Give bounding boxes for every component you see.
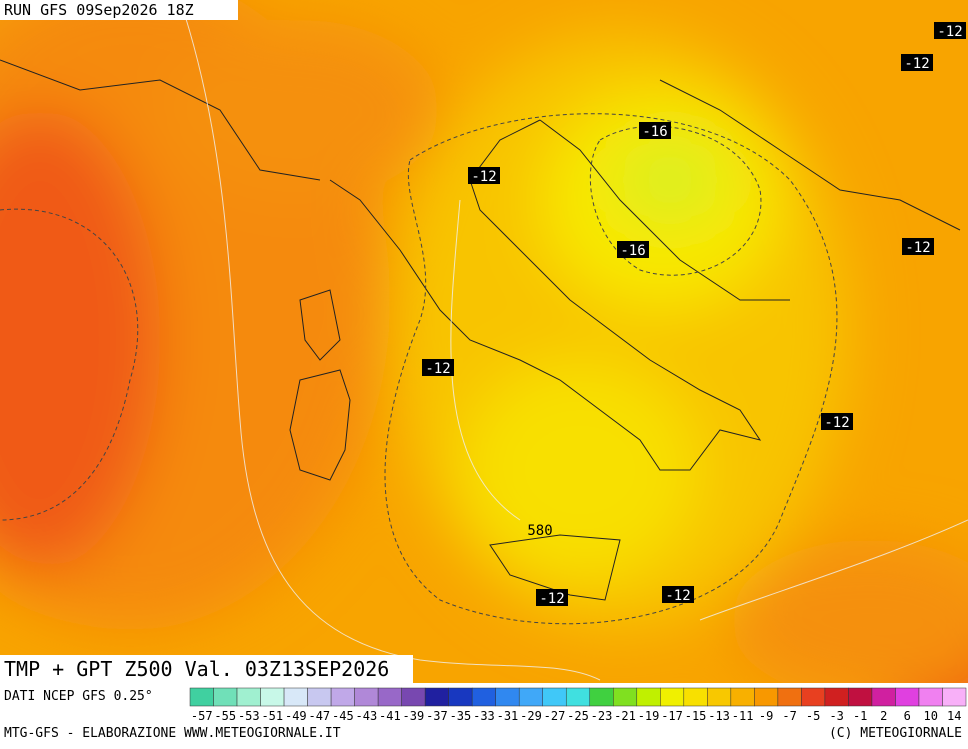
legend-label: -11 [732,709,754,723]
legend-swatch [542,687,567,707]
legend-swatch [730,687,755,707]
legend-label: -13 [708,709,730,723]
legend-label: -17 [661,709,683,723]
legend-label: 14 [947,709,961,723]
contour-label-box [617,241,649,258]
contour-label: -12 [425,361,450,377]
contour-label: -12 [824,415,849,431]
legend-label: -43 [356,709,378,723]
contour-label-box [639,122,671,139]
legend-swatch [683,687,708,707]
legend-swatch [307,687,332,707]
legend-label: 2 [880,709,887,723]
contour-label-box [821,413,853,430]
legend-swatch [636,687,661,707]
legend-label: -55 [214,709,236,723]
legend-label: -35 [450,709,472,723]
legend-label: -1 [853,709,867,723]
legend-label: -9 [759,709,773,723]
legend-swatch [283,687,308,707]
map-title: TMP + GPT Z500 Val. 03Z13SEP2026 [4,657,389,681]
legend-swatch [424,687,449,707]
contour-label: -12 [937,24,962,40]
legend-label: -33 [473,709,495,723]
footer-left: MTG-GFS - ELABORAZIONE WWW.METEOGIORNALE… [4,726,341,741]
legend-swatch [260,687,285,707]
contour-label: -12 [539,591,564,607]
legend-swatch [518,687,543,707]
run-box [0,0,238,20]
legend-label: -5 [806,709,820,723]
legend-label: -57 [191,709,213,723]
legend-label: -45 [332,709,354,723]
legend-swatch [918,687,943,707]
contour-label: -12 [665,588,690,604]
legend-swatch [401,687,426,707]
legend-label: 10 [924,709,938,723]
legend-swatch [495,687,520,707]
legend-swatch [589,687,614,707]
legend-label: -23 [591,709,613,723]
contour-label-box [934,22,966,39]
legend-label: -31 [497,709,519,723]
legend-label: 6 [904,709,911,723]
contour-label: -16 [642,124,667,140]
legend-swatch [660,687,685,707]
legend-swatch [871,687,896,707]
contour-label-box [536,589,568,606]
contour-label-box [662,586,694,603]
run-label: RUN GFS 09Sep2026 18Z [4,1,194,19]
legend-swatch [189,687,214,707]
title-box [0,655,413,684]
legend-swatch [354,687,379,707]
footer-right: (C) METEOGIORNALE [829,726,962,741]
legend-swatch [236,687,261,707]
legend-label: -37 [426,709,448,723]
legend-swatch [448,687,473,707]
contour-label: -12 [904,56,929,72]
legend-label: -53 [238,709,260,723]
legend-swatch [942,687,967,707]
source-label: DATI NCEP GFS 0.25° [4,689,153,704]
legend-label: -27 [544,709,566,723]
legend: -57 -55 -53 -51 -49 -47 -45 -43 -41 -39 -37 -35 -33-… [189,687,967,723]
legend-label: -41 [379,709,401,723]
contour-label: -16 [620,243,645,259]
legend-swatch [330,687,355,707]
legend-swatch [707,687,732,707]
legend-label: -19 [638,709,660,723]
legend-swatch [824,687,849,707]
legend-label: -15 [685,709,707,723]
legend-label: -47 [308,709,330,723]
contour-label: 580 [527,523,552,539]
legend-swatch [613,687,638,707]
legend-label: -7 [782,709,796,723]
legend-label: -49 [285,709,307,723]
contour-labels: -12 -12 -12 -12 -12 -12 -12 -12 -16 -16 580 [422,22,966,607]
legend-swatch [377,687,402,707]
contour-label-box [422,359,454,376]
legend-swatch [848,687,873,707]
legend-label: -21 [614,709,636,723]
contour-label-box [902,238,934,255]
legend-swatch [213,687,238,707]
contour-label: -12 [471,169,496,185]
legend-swatch [565,687,591,707]
legend-label: -25 [567,709,589,723]
contour-label: -12 [905,240,930,256]
legend-swatch [777,687,802,707]
legend-swatch [471,687,496,707]
legend-swatch [801,687,826,707]
legend-label: -3 [829,709,843,723]
legend-swatch [895,687,920,707]
legend-label: -39 [403,709,425,723]
legend-label: -29 [520,709,542,723]
legend-swatch [754,687,779,707]
legend-label: -51 [261,709,283,723]
contour-label-box [468,167,500,184]
contour-label-box [901,54,933,71]
